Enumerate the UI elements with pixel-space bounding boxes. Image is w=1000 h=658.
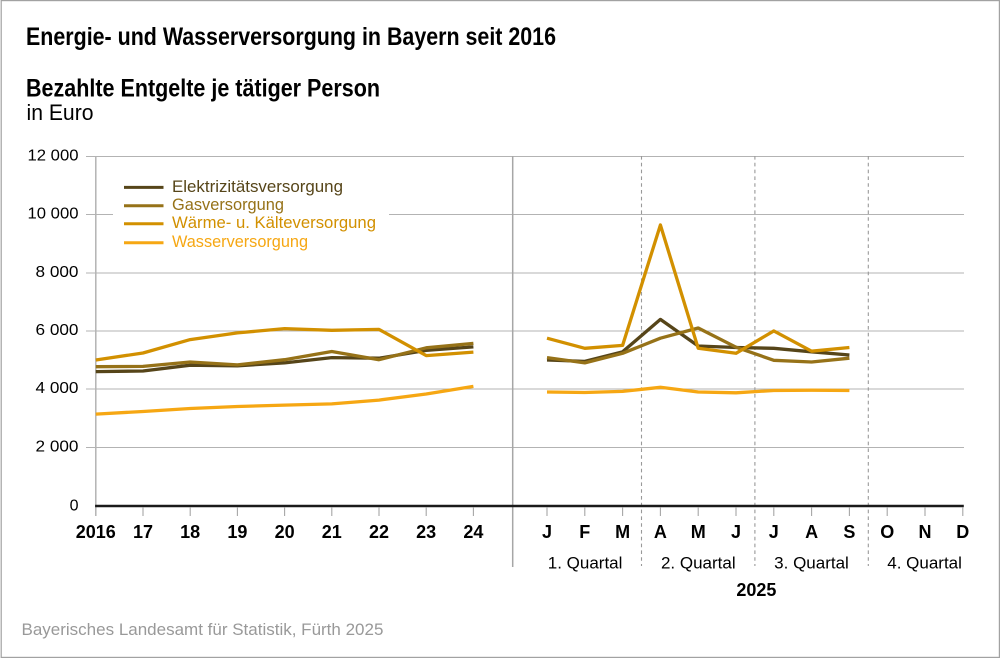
svg-text:6 000: 6 000 bbox=[36, 322, 79, 339]
svg-text:2016: 2016 bbox=[76, 522, 116, 542]
svg-text:23: 23 bbox=[416, 522, 436, 542]
svg-text:S: S bbox=[843, 522, 855, 542]
svg-text:24: 24 bbox=[463, 522, 483, 542]
svg-text:Bezahlte Entgelte je tätiger P: Bezahlte Entgelte je tätiger Person bbox=[26, 75, 380, 103]
svg-text:Energie- und Wasserversorgung: Energie- und Wasserversorgung in Bayern … bbox=[26, 23, 556, 51]
svg-text:21: 21 bbox=[322, 522, 342, 542]
svg-text:4. Quartal: 4. Quartal bbox=[887, 554, 962, 573]
svg-text:Bayerisches Landesamt für Stat: Bayerisches Landesamt für Statistik, Für… bbox=[22, 620, 384, 639]
svg-text:2025: 2025 bbox=[736, 580, 776, 600]
svg-text:0: 0 bbox=[70, 497, 79, 514]
svg-text:A: A bbox=[654, 522, 667, 542]
svg-text:4 000: 4 000 bbox=[36, 380, 79, 397]
svg-text:Wasserversorgung: Wasserversorgung bbox=[172, 233, 308, 251]
svg-text:3. Quartal: 3. Quartal bbox=[774, 554, 849, 573]
svg-text:Gasversorgung: Gasversorgung bbox=[172, 196, 284, 214]
svg-text:2 000: 2 000 bbox=[36, 438, 79, 455]
svg-text:M: M bbox=[691, 522, 706, 542]
svg-text:8 000: 8 000 bbox=[36, 264, 79, 281]
svg-text:M: M bbox=[615, 522, 630, 542]
svg-text:in Euro: in Euro bbox=[27, 100, 94, 125]
svg-text:20: 20 bbox=[275, 522, 295, 542]
svg-text:17: 17 bbox=[133, 522, 153, 542]
svg-text:22: 22 bbox=[369, 522, 389, 542]
svg-text:10 000: 10 000 bbox=[28, 206, 79, 223]
svg-text:Wärme- u. Kälteversorgung: Wärme- u. Kälteversorgung bbox=[172, 214, 376, 232]
svg-text:2. Quartal: 2. Quartal bbox=[661, 554, 736, 573]
svg-text:18: 18 bbox=[180, 522, 200, 542]
svg-text:F: F bbox=[579, 522, 590, 542]
svg-text:D: D bbox=[956, 522, 969, 542]
svg-text:O: O bbox=[880, 522, 894, 542]
svg-text:1. Quartal: 1. Quartal bbox=[548, 554, 623, 573]
svg-text:J: J bbox=[542, 522, 552, 542]
svg-text:J: J bbox=[769, 522, 779, 542]
svg-text:J: J bbox=[731, 522, 741, 542]
svg-text:19: 19 bbox=[227, 522, 247, 542]
svg-text:Elektrizitätsversorgung: Elektrizitätsversorgung bbox=[172, 178, 343, 196]
svg-text:N: N bbox=[919, 522, 932, 542]
svg-text:12 000: 12 000 bbox=[28, 147, 79, 164]
svg-text:A: A bbox=[805, 522, 818, 542]
